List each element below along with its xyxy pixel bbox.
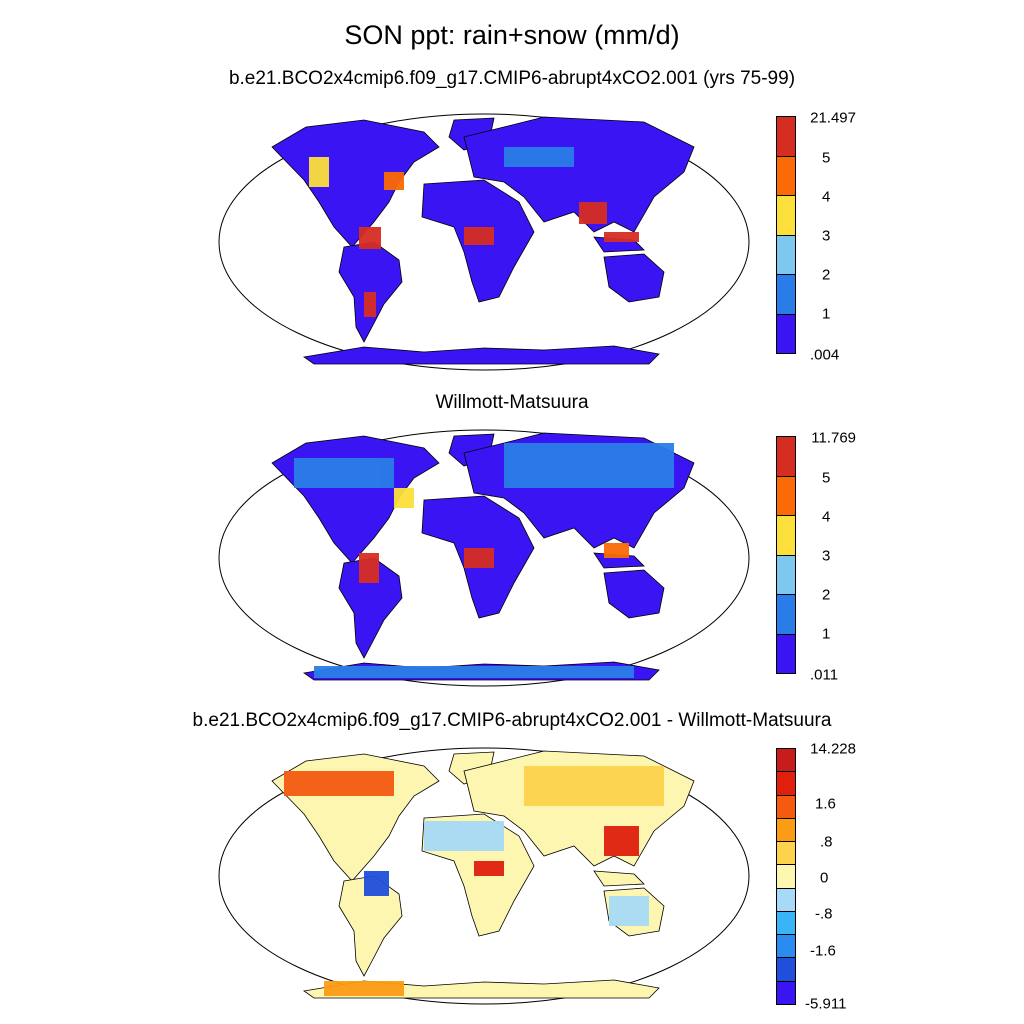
panel2-tick-5: 5 xyxy=(822,469,831,487)
panel2-tick-3: 3 xyxy=(822,547,831,565)
panel3-tick--1.6: -1.6 xyxy=(810,942,836,960)
panel3-tick--.8: -.8 xyxy=(815,905,833,923)
panel3-colorbar-swatch xyxy=(776,864,796,889)
panel1-tick-4: 4 xyxy=(822,188,831,206)
panel2-tick-2: 2 xyxy=(822,586,831,604)
main-title: SON ppt: rain+snow (mm/d) xyxy=(344,20,680,50)
panel2-tick-4: 4 xyxy=(822,508,831,526)
panel3-colorbar-swatch xyxy=(776,887,796,912)
panel2-colorbar-swatch xyxy=(776,633,796,674)
panel3-map xyxy=(218,747,750,1005)
panel2-colorbar-swatch xyxy=(776,594,796,635)
panel2-subtitle: Willmott-Matsuura xyxy=(435,392,589,413)
panel1-colorbar-swatch xyxy=(776,195,796,236)
panel3-tick-.8: .8 xyxy=(820,833,833,851)
panel3-colorbar-swatch xyxy=(776,771,796,796)
panel2-tick-1: 1 xyxy=(822,625,831,643)
panel1-colorbar-swatch xyxy=(776,234,796,275)
panel3-colorbar-swatch xyxy=(776,910,796,936)
panel3-colorbar-swatch xyxy=(776,748,796,773)
panel1-tick-5: 5 xyxy=(822,149,831,167)
panel3-colorbar-swatch xyxy=(776,980,796,1005)
panel3-colorbar-swatch xyxy=(776,841,796,866)
panel3-colorbar-swatch xyxy=(776,817,796,843)
panel3-tick-min: -5.911 xyxy=(805,995,847,1013)
panel1-tick-3: 3 xyxy=(822,227,831,245)
panel3-diff-highlights xyxy=(284,766,664,996)
panel2-colorbar-swatch xyxy=(776,515,796,556)
panel1-tick-2: 2 xyxy=(822,266,831,284)
panel3-colorbar-swatch xyxy=(776,794,796,819)
panel2-tick-min: .011 xyxy=(810,666,839,684)
panel2-map xyxy=(218,429,750,687)
panel3-colorbar-swatch xyxy=(776,934,796,959)
panel2-precip-highlights xyxy=(294,443,674,678)
panel3-tick-1.6: 1.6 xyxy=(815,795,836,813)
panel1-colorbar-swatch xyxy=(776,274,796,315)
panel2-colorbar-swatch xyxy=(776,554,796,595)
panel2-tick-max: 11.769 xyxy=(811,429,856,447)
panel1-subtitle: b.e21.BCO2x4cmip6.f09_g17.CMIP6-abrupt4x… xyxy=(228,68,796,89)
panel1-map xyxy=(218,113,750,371)
panel1-precip-highlights xyxy=(309,147,639,317)
panel1-colorbar-swatch xyxy=(776,155,796,196)
panel2-colorbar xyxy=(776,436,796,674)
panel3-colorbar-swatch xyxy=(776,957,796,982)
panel1-tick-min: .004 xyxy=(810,346,840,364)
panel1-tick-max: 21.497 xyxy=(810,109,856,127)
panel1-colorbar-swatch xyxy=(776,313,796,354)
panel2-colorbar-swatch xyxy=(776,436,796,477)
panel3-tick-0: 0 xyxy=(820,869,829,887)
panel3-subtitle: b.e21.BCO2x4cmip6.f09_g17.CMIP6-abrupt4x… xyxy=(192,710,832,731)
panel1-colorbar-swatch xyxy=(776,116,796,157)
panel3-tick-max: 14.228 xyxy=(810,740,856,758)
panel1-colorbar xyxy=(776,116,796,354)
panel2-colorbar-swatch xyxy=(776,475,796,516)
panel1-tick-1: 1 xyxy=(822,305,831,323)
panel3-colorbar xyxy=(776,748,796,1005)
